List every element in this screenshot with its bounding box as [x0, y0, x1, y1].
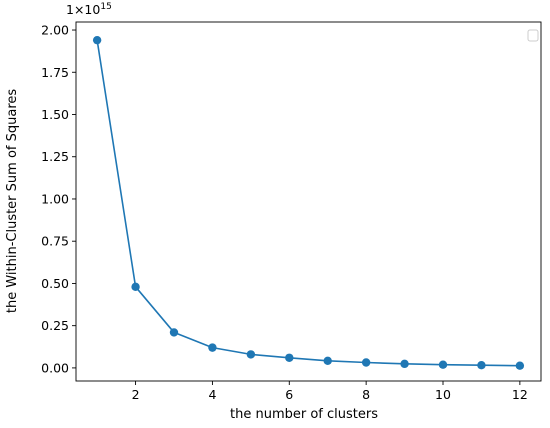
x-tick-label: 4	[208, 387, 216, 402]
y-tick-label: 2.00	[41, 23, 69, 38]
y-axis-label: the Within-Cluster Sum of Squares	[5, 89, 20, 314]
y-tick-label: 1.50	[41, 107, 69, 122]
y-tick-label: 1.00	[41, 191, 69, 206]
data-point	[92, 35, 102, 45]
data-point	[131, 282, 140, 292]
data-point	[323, 356, 332, 366]
data-point	[285, 353, 294, 362]
series-line	[96, 40, 520, 367]
axes-frame	[75, 21, 542, 382]
x-tick-label: 10	[435, 387, 451, 402]
x-tick-label: 8	[362, 387, 370, 402]
y-tick-label: 1.25	[41, 149, 69, 164]
plot-area: 2 4 6 8 10 12 0.00 0.25 0.50 0.75 1.00 1.25 1.50 1.75…	[41, 21, 542, 402]
x-tick-label: 6	[285, 387, 293, 402]
data-point	[246, 350, 256, 359]
y-tick-label: 0.00	[41, 360, 69, 375]
y-tick-label: 1.75	[41, 65, 69, 80]
x-tick-label: 2	[132, 387, 140, 402]
data-point	[438, 360, 448, 369]
y-tick-label: 0.75	[41, 234, 69, 249]
x-tick-label: 12	[512, 387, 528, 402]
data-point	[400, 359, 409, 369]
legend-box	[527, 29, 539, 42]
data-point	[515, 361, 525, 370]
data-point	[361, 358, 371, 367]
data-point	[477, 361, 486, 370]
data-point	[208, 343, 217, 352]
y-tick-label: 0.50	[41, 276, 69, 291]
x-axis-label: the number of clusters	[230, 407, 378, 422]
data-point	[169, 328, 179, 337]
y-tick-label: 0.25	[41, 318, 69, 333]
y-offset-text: 1×1015	[66, 2, 112, 17]
